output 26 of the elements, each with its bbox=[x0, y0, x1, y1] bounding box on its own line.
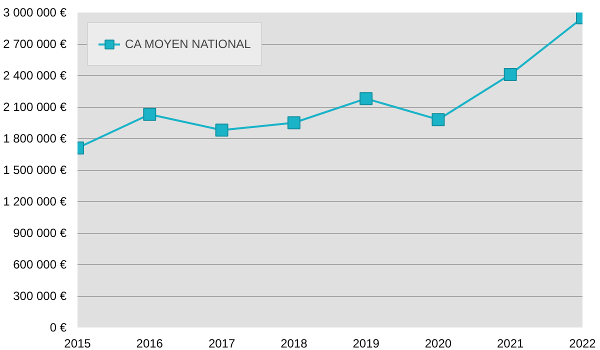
point bbox=[287, 116, 300, 130]
y-tick-label: 300 000 € bbox=[13, 289, 67, 303]
y-tick-label: 600 000 € bbox=[13, 258, 67, 272]
point bbox=[504, 68, 517, 81]
point bbox=[360, 92, 373, 106]
x-tick-label: 2019 bbox=[352, 336, 380, 350]
x-tick-label: 2016 bbox=[136, 336, 164, 350]
y-tick-label: 2 400 000 € bbox=[3, 68, 67, 82]
x-tick-label: 2020 bbox=[424, 336, 452, 350]
y-tick-label: 2 100 000 € bbox=[3, 100, 67, 114]
legend-label: CA MOYEN NATIONAL bbox=[125, 37, 251, 51]
y-tick-label: 2 700 000 € bbox=[3, 37, 67, 51]
x-tick-label: 2015 bbox=[64, 336, 92, 350]
y-tick-label: 1 200 000 € bbox=[3, 194, 67, 208]
point bbox=[143, 108, 156, 121]
point bbox=[432, 113, 445, 126]
x-tick-label: 2021 bbox=[497, 336, 524, 350]
x-tick-label: 2017 bbox=[208, 336, 236, 350]
x-tick-label: 2018 bbox=[280, 336, 308, 350]
point bbox=[215, 124, 228, 137]
y-tick-label: 1 800 000 € bbox=[3, 132, 67, 146]
y-tick-label: 3 000 000 € bbox=[3, 6, 67, 20]
x-tick-label: 2022 bbox=[569, 336, 596, 350]
y-tick-label: 0 € bbox=[50, 320, 67, 334]
y-tick-label: 900 000 € bbox=[13, 226, 67, 240]
y-tick-label: 1 500 000 € bbox=[3, 163, 67, 177]
